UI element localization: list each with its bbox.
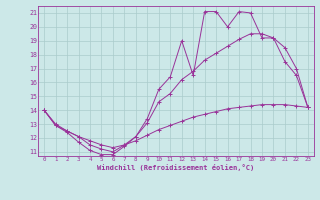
X-axis label: Windchill (Refroidissement éolien,°C): Windchill (Refroidissement éolien,°C) [97,164,255,171]
